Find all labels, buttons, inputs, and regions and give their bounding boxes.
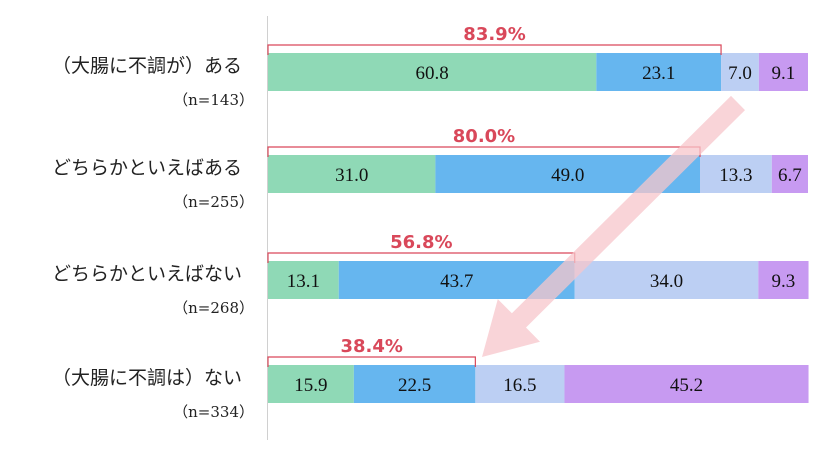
bar-segment-3-0 [268,365,354,403]
bracket-total-label-3: 38.4% [340,336,402,357]
bar-segment-3-3 [564,365,809,403]
bracket-total-label-2: 56.8% [390,232,452,253]
bracket-total-label-1: 80.0% [453,126,515,147]
bracket-0 [267,44,722,55]
bar-segment-2-0 [268,261,339,299]
bar-segment-1-3 [771,155,808,193]
bars-layer [267,44,809,403]
category-label-2: どちらかといえばない [52,263,242,285]
data-label-3-1: 22.5 [398,375,431,396]
data-label-0-0: 60.8 [416,63,449,84]
bar-segment-0-1 [596,53,722,91]
data-label-1-1: 49.0 [551,165,584,186]
data-label-2-3: 9.3 [772,271,796,292]
bar-segment-1-0 [268,155,436,193]
data-label-2-1: 43.7 [440,271,473,292]
trend-arrow-layer [482,95,745,358]
category-label-1: どちらかといえばある [52,157,242,179]
category-n-label-0: （n=143） [173,91,254,109]
data-label-3-2: 16.5 [503,375,536,396]
bar-segment-0-0 [268,53,597,91]
data-label-0-3: 9.1 [772,63,796,84]
data-label-1-3: 6.7 [778,165,802,186]
data-label-1-0: 31.0 [335,165,368,186]
bar-segment-2-2 [574,261,759,299]
text-layer: 60.8 23.1 7.0 9.1 83.9% （大腸に不調が）ある （n=143） 31.0… [52,24,802,421]
bar-segment-1-2 [700,155,772,193]
bar-segment-0-3 [758,53,808,91]
data-label-1-2: 13.3 [719,165,752,186]
bar-segment-0-2 [721,53,759,91]
category-label-3: （大腸に不調は）ない [52,367,242,389]
bracket-total-label-0: 83.9% [463,24,525,45]
data-label-2-0: 13.1 [287,271,320,292]
category-label-0: （大腸に不調が）ある [52,55,242,77]
bar-segment-3-2 [475,365,565,403]
category-n-label-1: （n=255） [173,193,254,211]
bar-segment-3-1 [353,365,476,403]
data-label-2-2: 34.0 [650,271,683,292]
bar-segment-2-3 [758,261,809,299]
data-label-0-2: 7.0 [728,63,752,84]
data-label-0-1: 23.1 [642,63,675,84]
category-n-label-2: （n=268） [173,299,254,317]
data-label-3-3: 45.2 [670,375,703,396]
bracket-3 [267,356,476,367]
data-label-3-0: 15.9 [294,375,327,396]
trend-arrow [482,95,745,358]
category-n-label-3: （n=334） [173,403,254,421]
